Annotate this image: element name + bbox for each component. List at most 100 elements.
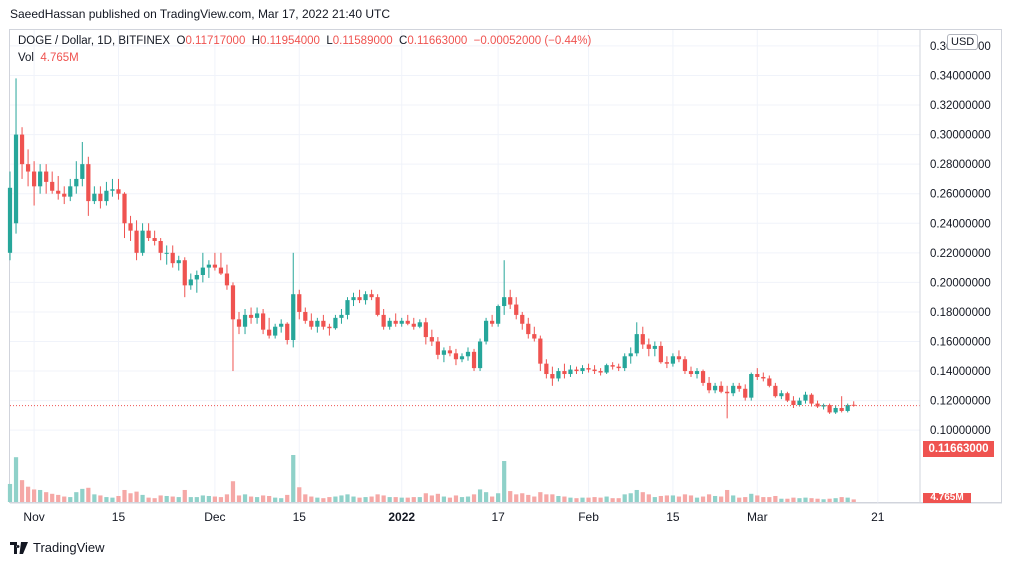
volume-bar xyxy=(74,492,79,502)
volume-bar xyxy=(797,498,802,502)
candle-body xyxy=(477,341,483,369)
axis-layer: 0.10000000 0.12000000 0.14000000 0.16000000… xyxy=(10,30,1002,524)
candle-body xyxy=(652,345,657,349)
footer[interactable]: TradingView xyxy=(10,540,105,555)
candle-body xyxy=(315,320,320,327)
last-price-tag: 0.11663000 xyxy=(923,441,994,457)
volume-bar xyxy=(31,489,37,502)
candle-body xyxy=(285,323,290,341)
candle-body xyxy=(62,193,67,197)
candle-body xyxy=(321,320,326,327)
volume-bar xyxy=(490,496,495,502)
legend-symbol: DOGE / Dollar, 1D, BITFINEX xyxy=(18,35,171,47)
volume-bar xyxy=(483,492,489,502)
volume-bar xyxy=(465,496,471,502)
candle-body xyxy=(459,356,465,360)
candle-body xyxy=(429,337,434,342)
candle-body xyxy=(13,134,19,224)
y-tick-label: 0.10000000 xyxy=(930,425,991,437)
candle-body xyxy=(490,320,495,324)
candle-body xyxy=(206,264,211,268)
volume-bar xyxy=(164,495,169,502)
volume-bar xyxy=(556,495,561,502)
volume-bar xyxy=(38,489,43,502)
volume-bar xyxy=(658,495,663,502)
volume-bar xyxy=(267,495,272,502)
candle-body xyxy=(471,351,477,369)
candle-body xyxy=(236,319,242,327)
volume-bar xyxy=(44,492,49,502)
candle-body xyxy=(682,359,688,372)
volume-legend: Vol 4.765M xyxy=(18,52,79,64)
volume-bar xyxy=(62,496,67,502)
volume-bar xyxy=(725,489,730,502)
volume-bar xyxy=(357,497,362,502)
volume-bar xyxy=(128,493,133,502)
volume-bar xyxy=(640,492,645,502)
candle-body xyxy=(194,274,199,280)
candle-body xyxy=(146,230,151,239)
volume-bar xyxy=(297,487,302,502)
candle-body xyxy=(664,362,669,364)
volume-bar xyxy=(773,495,778,502)
candle-body xyxy=(297,294,302,312)
candle-body xyxy=(200,267,205,275)
candle-body xyxy=(411,323,416,327)
volume-bar xyxy=(634,489,639,502)
volume-bar xyxy=(839,497,844,502)
volume-bar xyxy=(833,498,838,502)
volume-bar xyxy=(116,495,121,502)
legend-close-label: C xyxy=(399,35,408,47)
volume-bar xyxy=(393,497,398,502)
candle-body xyxy=(31,171,37,187)
candle-body xyxy=(706,382,712,391)
candle-body xyxy=(399,320,404,324)
legend-low-label: L xyxy=(326,35,333,47)
candle-body xyxy=(779,393,784,397)
volume-bar xyxy=(285,494,290,502)
volume-bar xyxy=(731,495,736,502)
grid-layer xyxy=(10,30,920,503)
candle-body xyxy=(345,300,350,315)
candle-body xyxy=(502,297,507,307)
candle-body xyxy=(640,334,645,345)
volume-bar xyxy=(104,497,109,502)
volume-bar xyxy=(532,496,537,502)
volume-bar xyxy=(291,455,296,502)
candle-body xyxy=(7,187,13,253)
candle-body xyxy=(447,350,453,354)
candle-body xyxy=(646,344,651,349)
candle-body xyxy=(833,408,838,413)
volume-bar xyxy=(339,495,344,502)
y-tick-label: 0.30000000 xyxy=(930,130,991,142)
candle-body xyxy=(712,385,718,391)
volume-bar xyxy=(453,495,459,502)
volume-bar xyxy=(146,497,151,502)
volume-bar xyxy=(815,498,820,502)
candle-body xyxy=(700,371,706,383)
y-tick-label: 0.24000000 xyxy=(930,218,991,230)
volume-bar xyxy=(309,496,314,502)
candle-body xyxy=(568,369,573,375)
candle-body xyxy=(110,189,115,191)
candle-body xyxy=(25,164,31,172)
candle-body xyxy=(68,186,73,197)
volume-bar xyxy=(441,496,447,502)
candle-body xyxy=(381,314,386,327)
currency-button[interactable]: USD xyxy=(947,34,979,50)
x-tick-label: Dec xyxy=(204,510,225,524)
volume-bar xyxy=(694,497,700,502)
volume-bar xyxy=(821,499,826,502)
volume-bar xyxy=(688,495,694,502)
candle-body xyxy=(38,171,43,187)
candle-body xyxy=(303,311,308,321)
volume-bar xyxy=(86,487,91,502)
y-tick-label: 0.14000000 xyxy=(930,366,991,378)
volume-value: 4.765M xyxy=(40,52,79,64)
volume-bar xyxy=(700,496,706,502)
volume-bar xyxy=(550,494,555,502)
volume-bar xyxy=(315,497,320,502)
last-volume-tag: 4.765M xyxy=(923,493,971,503)
volume-bar xyxy=(502,461,507,502)
